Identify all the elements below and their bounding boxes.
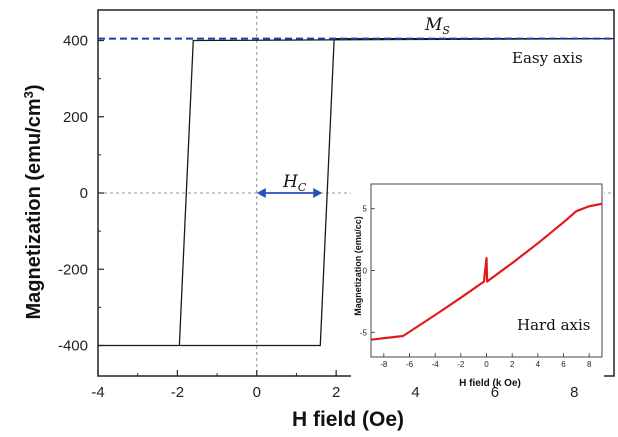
easy-axis-hysteresis-curve xyxy=(98,37,615,347)
y-axis-title: Magnetization (emu/cm3) xyxy=(21,84,46,319)
inset-x-tick-label: -8 xyxy=(380,360,388,369)
hc-label: HC xyxy=(282,172,307,194)
hc-arrowhead-left xyxy=(256,188,266,198)
x-tick-label: -4 xyxy=(91,384,104,401)
hc-label-sub: C xyxy=(298,181,307,194)
inset-x-tick-label: 6 xyxy=(561,360,566,369)
y-tick-label: 0 xyxy=(80,185,88,202)
x-tick-label: 8 xyxy=(570,384,578,401)
ms-label: MS xyxy=(424,15,450,37)
inset-y-tick-label: -5 xyxy=(360,328,368,337)
inset-x-tick-label: 4 xyxy=(536,360,541,369)
x-tick-label: 2 xyxy=(332,384,340,401)
inset-y-tick-label: 0 xyxy=(363,267,368,276)
y-tick-label: -200 xyxy=(58,261,88,278)
inset-y-tick-label: 5 xyxy=(363,205,368,214)
hard-axis-curve xyxy=(370,202,603,341)
hard-axis-label: Hard axis xyxy=(517,316,590,334)
inset-x-axis-title: H field (k Oe) xyxy=(459,378,521,389)
inset-x-tick-label: -6 xyxy=(406,360,414,369)
inset-x-tick-label: -2 xyxy=(457,360,465,369)
y-axis-title-close: ) xyxy=(23,84,45,91)
y-tick-label: -400 xyxy=(58,338,88,355)
inset-background xyxy=(351,182,604,387)
inset-x-tick-label: 2 xyxy=(510,360,515,369)
y-axis-title-main: Magnetization (emu/cm xyxy=(23,98,45,319)
easy-axis-label: Easy axis xyxy=(512,49,583,67)
y-axis-title-superscript: 3 xyxy=(21,91,36,98)
ms-label-sub: S xyxy=(442,24,450,37)
x-axis-title: H field (Oe) xyxy=(292,408,404,431)
inset-plot-area: -8 -6 -4 -2 0 2 4 6 8 -5 0 5 xyxy=(351,182,604,387)
x-tick-label: 0 xyxy=(253,384,261,401)
y-tick-label: 400 xyxy=(63,33,88,50)
hc-label-main: H xyxy=(282,172,299,192)
x-tick-label: -2 xyxy=(171,384,184,401)
inset-x-tick-label: 8 xyxy=(587,360,592,369)
hc-arrowhead-right xyxy=(313,188,323,198)
x-tick-label: 6 xyxy=(491,384,499,401)
inset-y-axis-title: Magnetization (emu/cc) xyxy=(353,216,363,316)
inset-x-tick-label: 0 xyxy=(484,360,489,369)
inset-x-tick-label: -4 xyxy=(432,360,440,369)
x-tick-label: 4 xyxy=(411,384,419,401)
ms-label-main: M xyxy=(424,15,443,35)
y-tick-label: 200 xyxy=(63,109,88,126)
